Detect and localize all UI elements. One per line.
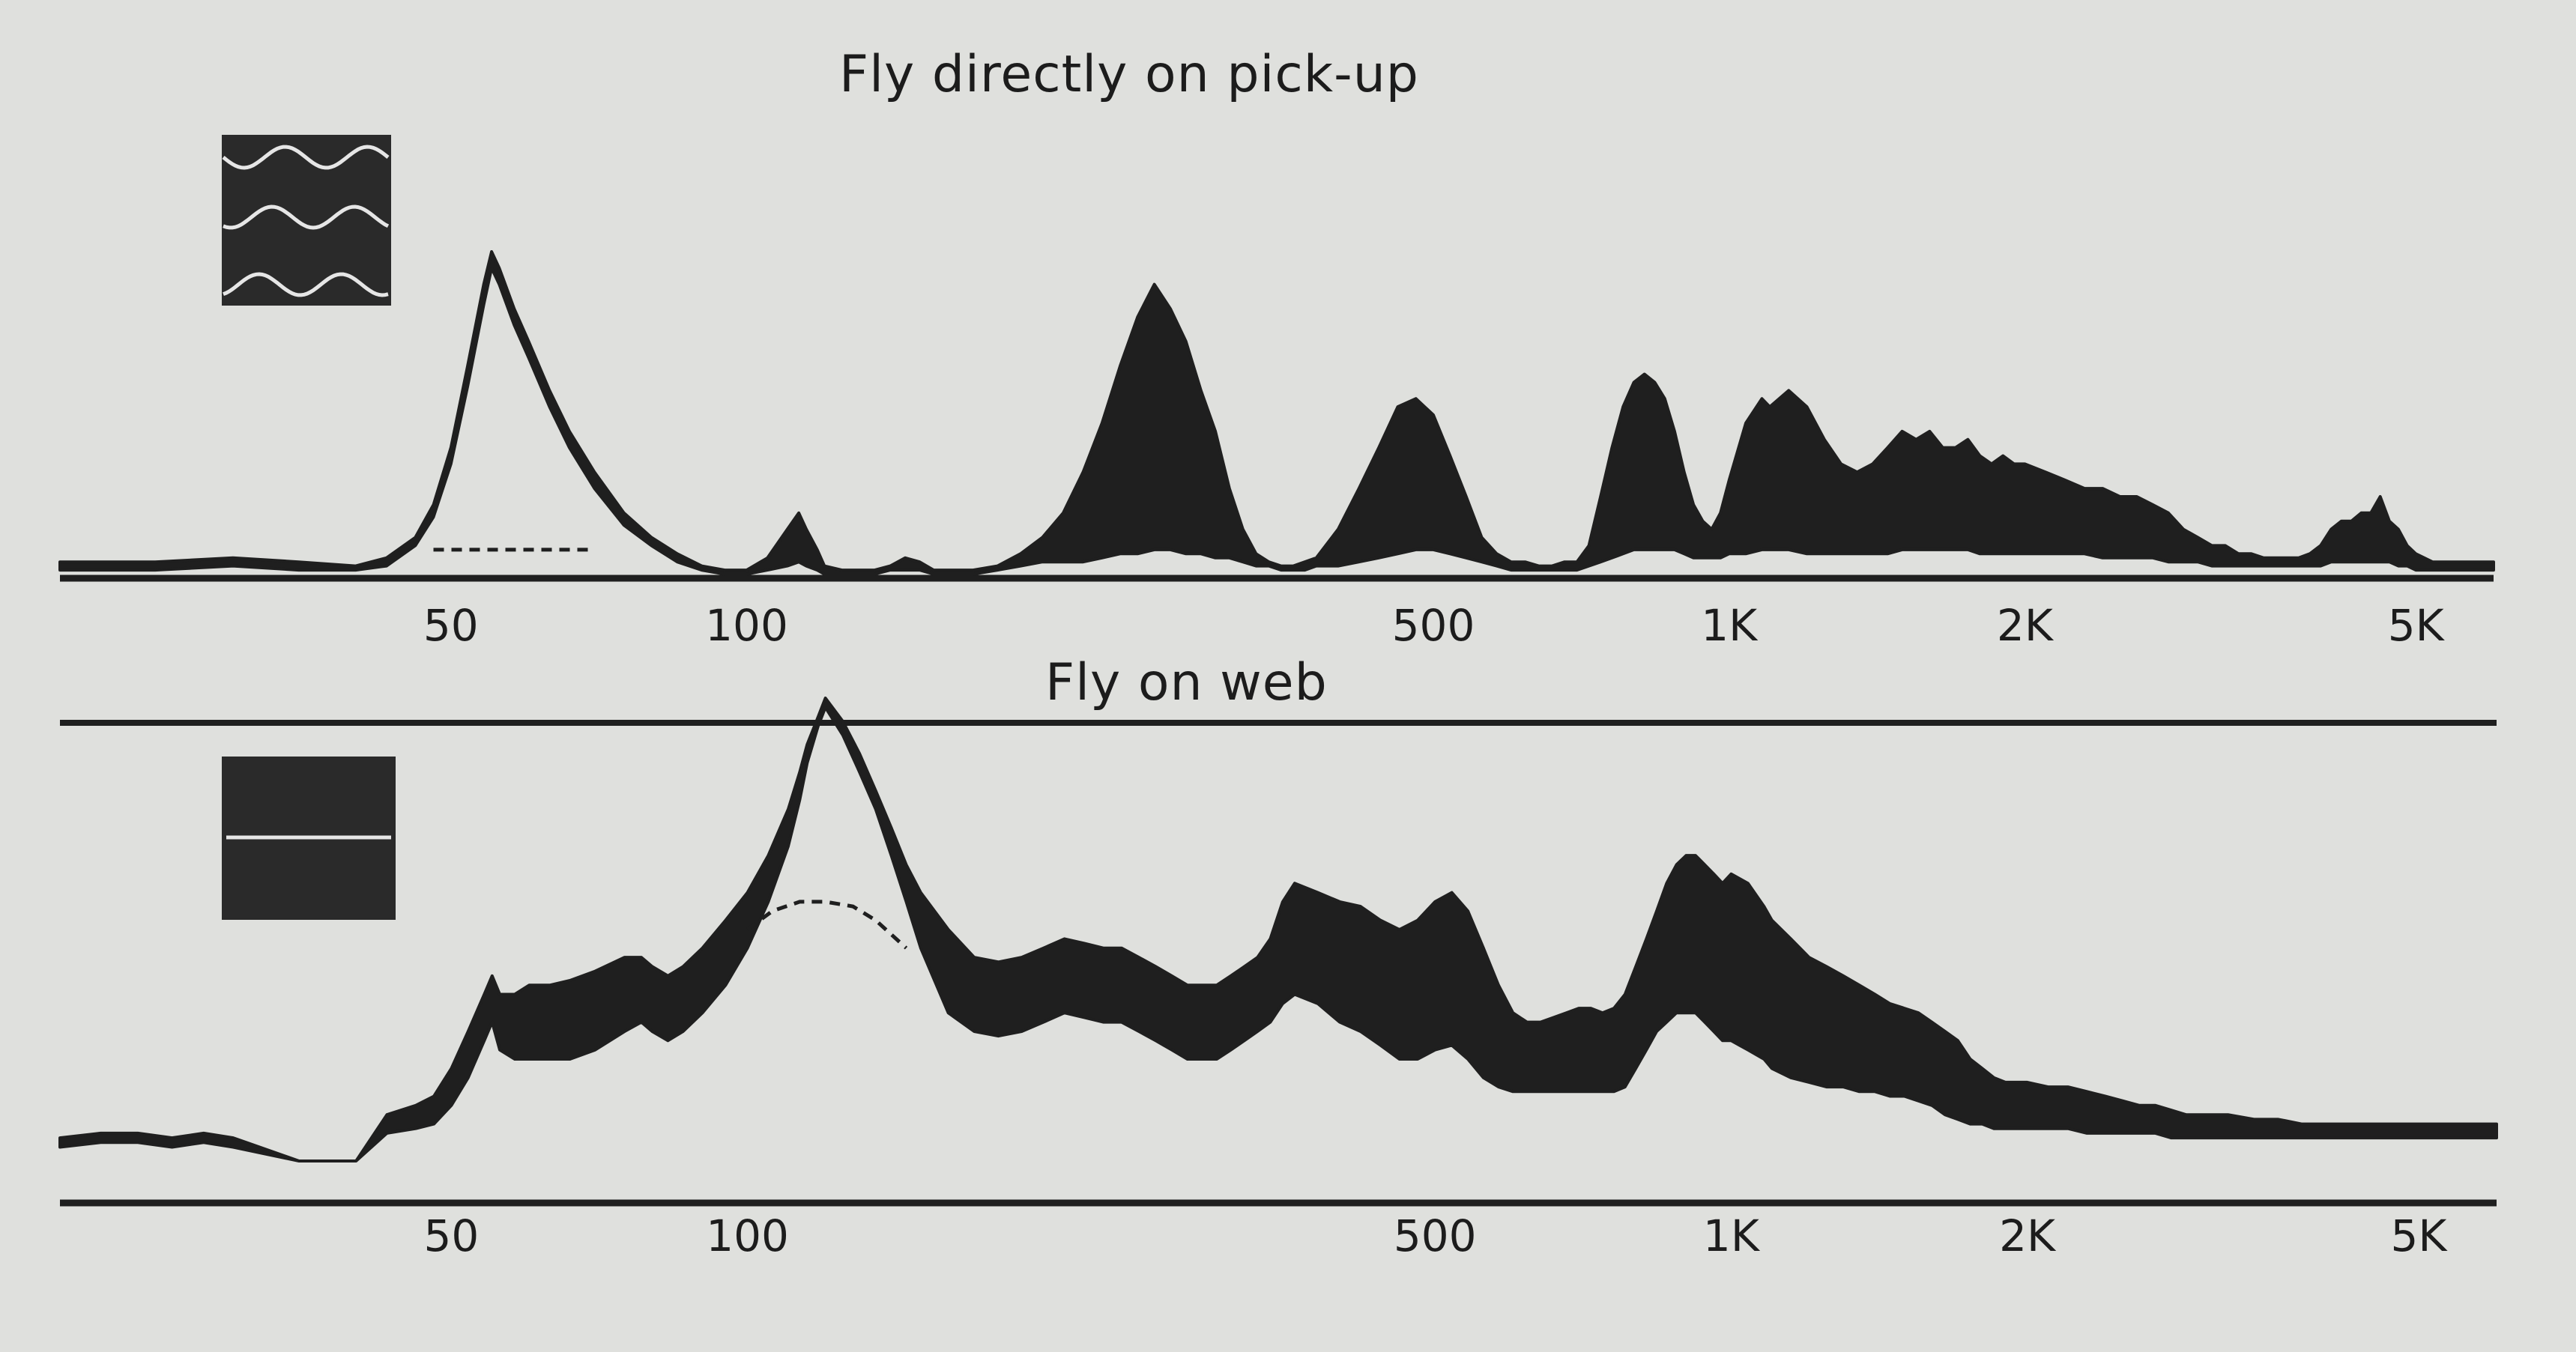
bottom-x-tick-label: 1K <box>1703 1210 1761 1261</box>
bottom-x-tick-label: 5K <box>2391 1210 2449 1261</box>
oscilloscope-insets <box>222 135 396 920</box>
bottom-chart-title: Fly on web <box>1045 653 1328 712</box>
top-inset-trace <box>222 145 390 170</box>
top-x-tick-label: 50 <box>423 600 479 651</box>
bottom-x-tick-label: 500 <box>1394 1210 1477 1261</box>
top-spectrum-envelope <box>58 250 2495 576</box>
bottom-x-tick-label: 2K <box>1999 1210 2057 1261</box>
top-spectrum-panel: 50 100 500 1K 2K 5K <box>58 250 2495 651</box>
top-x-tick-label: 500 <box>1392 600 1475 651</box>
top-x-tick-label: 100 <box>705 600 788 651</box>
bottom-x-tick-label: 50 <box>423 1210 479 1261</box>
top-inset-trace <box>223 204 390 230</box>
bottom-x-tick-label: 100 <box>706 1210 789 1261</box>
top-x-tick-label: 1K <box>1701 600 1759 651</box>
top-x-tick-label: 5K <box>2388 600 2446 651</box>
top-inset-trace <box>223 272 389 297</box>
bottom-dashed-reference <box>746 900 908 950</box>
top-x-tick-label: 2K <box>1997 600 2055 651</box>
bottom-spectrum-envelope <box>58 697 2498 1162</box>
top-chart-title: Fly directly on pick-up <box>839 45 1419 104</box>
bottom-spectrum-panel: 50 100 500 1K 2K 5K <box>58 697 2498 1261</box>
